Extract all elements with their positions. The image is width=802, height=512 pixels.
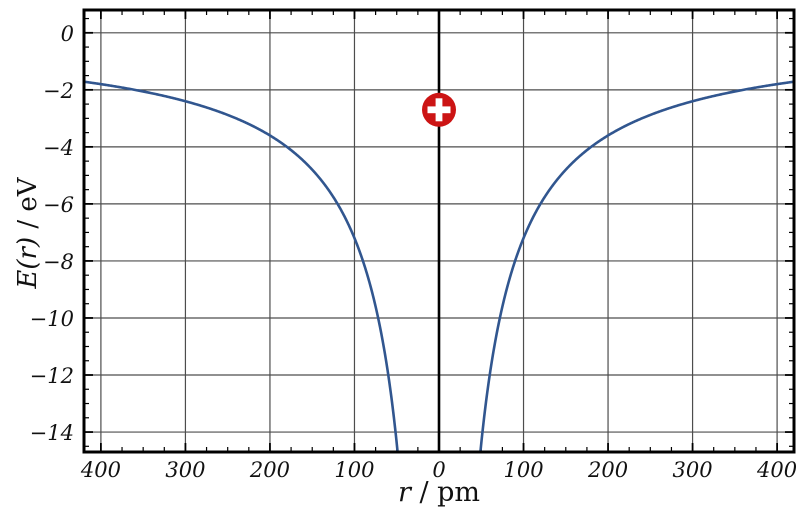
- y-tick-label: −8: [43, 250, 74, 274]
- x-tick-label: 400: [80, 458, 121, 482]
- x-tick-label: 300: [165, 458, 205, 482]
- x-tick-label: 0: [432, 458, 445, 482]
- x-tick-label: 400: [756, 458, 797, 482]
- y-tick-label: −2: [43, 79, 74, 103]
- x-tick-label: 200: [587, 458, 628, 482]
- y-tick-label: −14: [30, 421, 74, 445]
- y-tick-label: −10: [30, 307, 74, 331]
- y-tick-label: −4: [43, 136, 74, 160]
- plus-icon: [435, 98, 443, 122]
- y-axis-label-unit: / eV: [13, 177, 43, 237]
- y-axis-label: E(r) / eV: [13, 177, 43, 288]
- energy-curve-right-branch: [479, 80, 796, 454]
- proton-marker: [422, 92, 456, 127]
- x-tick-label: 100: [334, 458, 374, 482]
- plot-frame: [82, 8, 796, 454]
- energy-curve-left-branch: [82, 80, 399, 454]
- x-tick-label: 300: [673, 458, 713, 482]
- tick-labels: 400 300 200 100 0 100 200 300 400 0 −2 −4 −6 −8 −10 −12…: [30, 22, 797, 482]
- x-tick-label: 100: [503, 458, 543, 482]
- x-axis-label-unit: / pm: [410, 477, 481, 508]
- y-axis-label-variable: E(r): [13, 236, 43, 289]
- y-tick-label: −6: [43, 193, 74, 217]
- y-tick-label: −12: [30, 364, 74, 388]
- x-axis-label: r / pm: [398, 477, 480, 508]
- x-axis-label-variable: r: [397, 477, 411, 508]
- y-tick-label: 0: [61, 22, 74, 46]
- x-tick-label: 200: [249, 458, 290, 482]
